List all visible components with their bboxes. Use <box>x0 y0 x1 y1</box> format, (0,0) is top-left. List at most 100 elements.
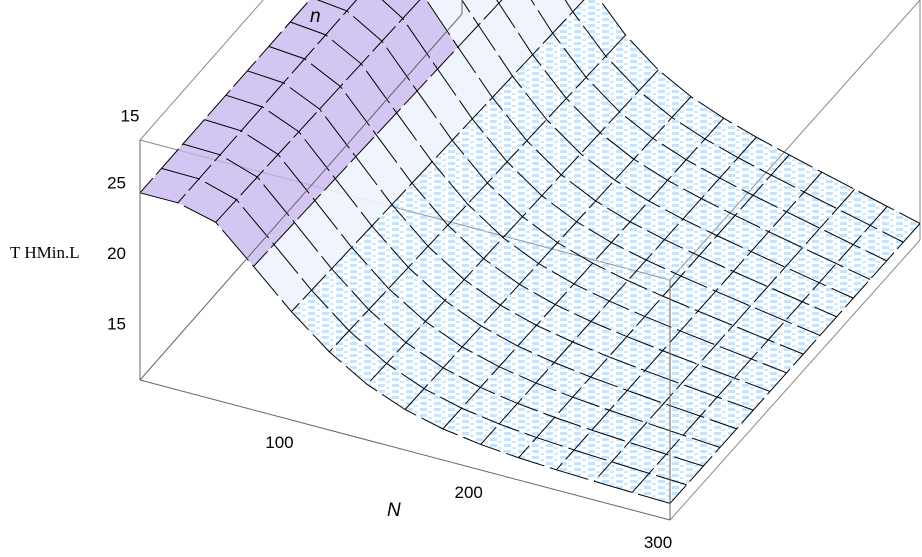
tick-label-n: 10 <box>228 0 247 4</box>
surface-face <box>492 76 547 141</box>
mesh-line-N <box>480 136 757 445</box>
surface-face <box>177 178 237 223</box>
surface-face <box>351 225 409 289</box>
surface-face <box>442 408 500 445</box>
mesh-line-N <box>556 171 823 471</box>
surface-face <box>526 119 581 175</box>
surface-face <box>241 106 299 155</box>
surface-face <box>698 345 752 379</box>
surface-face <box>512 54 567 120</box>
surface-face <box>680 255 734 292</box>
surface-face <box>682 198 736 236</box>
surface-face <box>498 0 553 55</box>
mesh-line-N <box>631 206 888 493</box>
surface-face <box>600 111 653 160</box>
surface-face <box>591 301 645 337</box>
box-edge <box>669 239 921 521</box>
surface-face <box>349 309 406 364</box>
surface-face <box>507 140 562 196</box>
surface-face <box>605 35 659 91</box>
tick-label-T: 25 <box>107 173 126 192</box>
surface-face <box>697 291 751 326</box>
tick-label-N: 200 <box>455 483 483 502</box>
surface-face <box>461 387 518 424</box>
surface-face <box>298 109 356 179</box>
surface-face <box>853 225 904 261</box>
surface-face <box>478 3 533 77</box>
tick-N <box>668 520 670 528</box>
surface-face <box>361 41 418 113</box>
mesh-line-n <box>461 0 854 299</box>
surface-face <box>573 263 628 302</box>
axis-label-n: n <box>310 6 321 27</box>
surface-face <box>500 284 556 326</box>
surface-face <box>388 267 445 322</box>
surface-face <box>536 304 591 342</box>
surface-face <box>325 10 382 64</box>
mesh-line-N <box>139 0 311 194</box>
surface-face <box>257 154 315 223</box>
surface-face <box>565 0 584 12</box>
surface-face <box>802 282 854 317</box>
surface-face <box>595 180 649 222</box>
surface-face <box>663 383 718 417</box>
surface-face <box>329 330 387 385</box>
surface-face <box>630 201 683 240</box>
box-edge <box>139 13 463 381</box>
surface-face <box>638 69 691 118</box>
surface-face <box>311 268 369 331</box>
tick-label-T: 20 <box>107 244 126 263</box>
surface-face <box>592 242 647 281</box>
box-edge <box>139 379 671 521</box>
surface-face <box>701 178 754 216</box>
surface-face <box>671 96 724 139</box>
surface-face <box>586 56 639 112</box>
surface-face <box>681 364 735 398</box>
surface-face <box>335 156 392 226</box>
surface-face <box>619 90 672 139</box>
surface-face <box>346 0 403 42</box>
surface-face <box>462 326 518 367</box>
surface-face <box>503 216 558 264</box>
surface-face <box>716 215 769 252</box>
surface-face <box>198 154 258 200</box>
surface-face <box>819 263 870 299</box>
surface-face <box>750 286 803 321</box>
surface-face <box>735 195 787 232</box>
surface-face <box>381 18 438 91</box>
mesh-line-N <box>328 34 626 353</box>
surface-face <box>580 132 634 181</box>
surface-face <box>290 0 347 35</box>
surface-face <box>733 251 786 287</box>
mesh-line-n <box>225 94 737 430</box>
mesh-line-N <box>404 96 692 410</box>
surface-face <box>738 137 790 176</box>
surface-face <box>386 342 444 389</box>
surface-face <box>424 367 481 409</box>
surface-face <box>557 221 612 264</box>
surface-face <box>751 339 804 373</box>
surface-face <box>700 397 754 429</box>
surface-face <box>140 168 199 203</box>
mesh-line-N <box>215 0 421 223</box>
surface-face <box>371 204 429 268</box>
surface-face <box>444 279 501 327</box>
surface-face <box>318 0 357 11</box>
surface-face <box>698 235 752 272</box>
surface-face <box>426 0 479 48</box>
surface-face <box>499 346 555 383</box>
surface-face <box>870 206 920 243</box>
surface-face <box>376 112 433 184</box>
surface-face <box>538 242 593 284</box>
surface-face <box>483 237 539 285</box>
surface-face <box>546 98 601 154</box>
surface-face <box>396 90 453 162</box>
surface-face <box>355 134 412 205</box>
surface-face <box>481 305 537 347</box>
surface-face <box>340 63 397 135</box>
surface-face <box>552 11 606 78</box>
tick-label-N: 300 <box>644 533 672 552</box>
surface-face <box>734 358 787 392</box>
surface-face <box>680 311 734 346</box>
surface-face <box>253 244 312 312</box>
